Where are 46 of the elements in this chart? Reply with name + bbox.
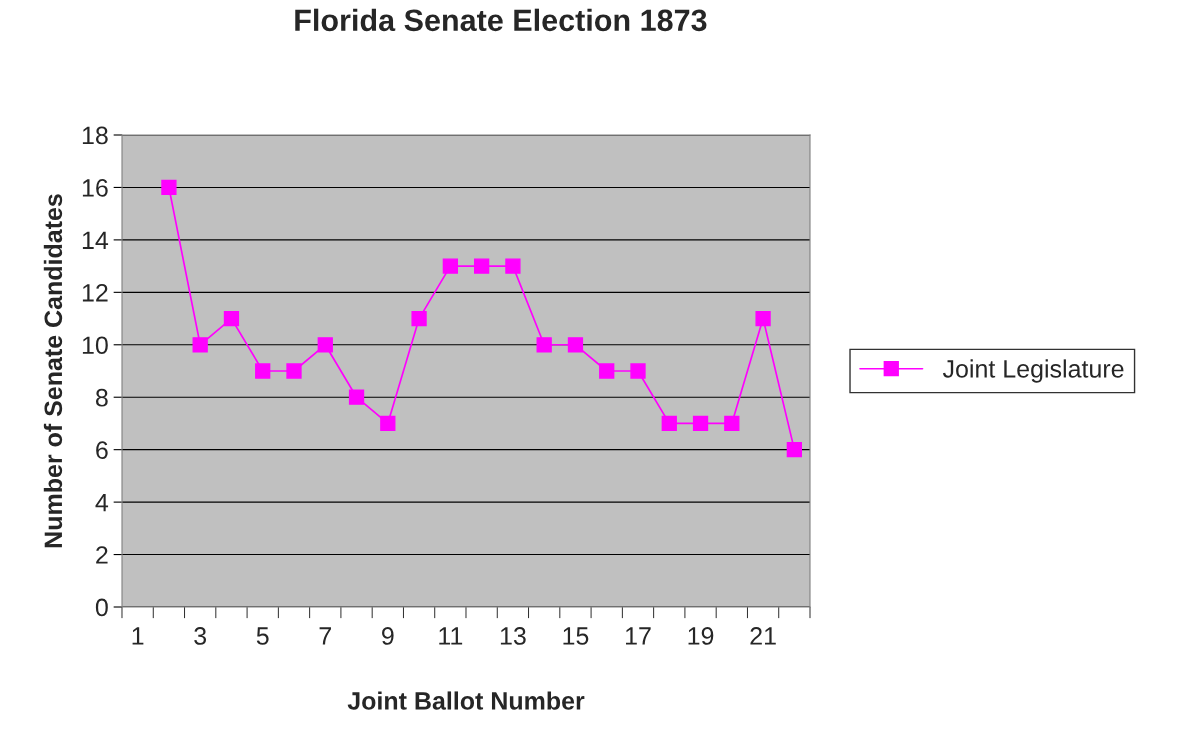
y-tick-label: 12 bbox=[82, 283, 108, 302]
point bbox=[286, 363, 302, 379]
point bbox=[505, 258, 521, 274]
y-axis-title: Number of Senate Candidates bbox=[43, 194, 63, 548]
point bbox=[630, 363, 646, 379]
point bbox=[161, 179, 177, 196]
y-tick-label: 4 bbox=[95, 493, 109, 512]
point bbox=[442, 258, 459, 274]
x-tick-label: 15 bbox=[563, 627, 589, 645]
point bbox=[192, 337, 208, 353]
x-tick-label: 13 bbox=[500, 627, 526, 645]
x-tick-label: 21 bbox=[750, 627, 776, 645]
x-tick-label: 9 bbox=[382, 627, 394, 645]
x-tick-label: 7 bbox=[319, 627, 331, 645]
point bbox=[724, 415, 740, 432]
point bbox=[317, 337, 333, 353]
point bbox=[255, 363, 271, 379]
point bbox=[692, 415, 709, 432]
chart-title: Florida Senate Election 1873 bbox=[295, 8, 707, 32]
x-axis-title: Joint Ballot Number bbox=[347, 691, 585, 710]
x-tick-label: 1 bbox=[132, 627, 144, 645]
point bbox=[223, 310, 240, 327]
y-tick-label: 0 bbox=[95, 598, 108, 617]
y-tick-label: 6 bbox=[96, 441, 108, 459]
point bbox=[786, 442, 803, 458]
point bbox=[755, 310, 771, 327]
y-tick-label: 10 bbox=[82, 336, 108, 355]
point bbox=[599, 363, 615, 379]
x-tick-label: 3 bbox=[194, 627, 207, 645]
point bbox=[567, 337, 584, 353]
point bbox=[348, 389, 365, 405]
y-tick-label: 14 bbox=[82, 231, 109, 249]
point bbox=[473, 258, 490, 274]
point bbox=[411, 310, 427, 327]
point bbox=[380, 415, 396, 432]
x-tick-label: 11 bbox=[439, 627, 463, 645]
x-tick-label: 19 bbox=[688, 627, 714, 645]
point bbox=[536, 337, 552, 353]
legend-label: Joint Legislature bbox=[942, 359, 1124, 383]
x-tick-label: 17 bbox=[626, 627, 651, 645]
y-tick-label: 8 bbox=[95, 388, 108, 407]
y-tick-label: 16 bbox=[82, 179, 108, 197]
y-tick-label: 18 bbox=[82, 126, 108, 145]
y-tick-label: 2 bbox=[96, 546, 108, 564]
point bbox=[661, 415, 677, 432]
x-tick-label: 5 bbox=[256, 627, 269, 645]
